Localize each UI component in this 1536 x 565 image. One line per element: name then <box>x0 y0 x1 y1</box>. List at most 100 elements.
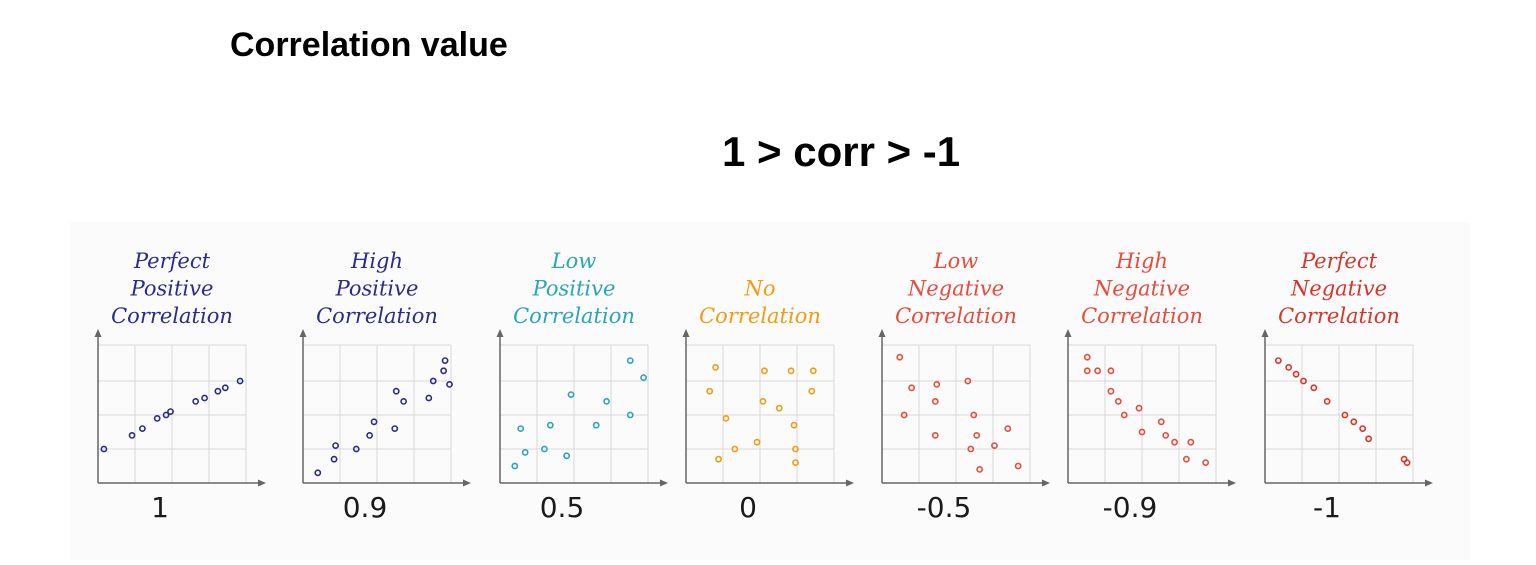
data-point <box>392 387 400 395</box>
correlation-value-label: 0 <box>739 491 757 524</box>
data-point <box>809 367 817 375</box>
chart-title-line: Negative <box>1093 277 1190 301</box>
data-point <box>908 384 915 392</box>
data-point <box>1274 357 1282 364</box>
y-axis-arrow <box>1261 329 1269 337</box>
data-point <box>964 377 972 385</box>
chart-title-line: Positive <box>130 277 214 301</box>
data-point <box>429 377 437 385</box>
y-axis-arrow <box>1064 329 1072 337</box>
x-axis-arrow <box>1425 479 1433 487</box>
data-point <box>792 459 799 466</box>
data-point <box>603 397 610 405</box>
data-point <box>332 442 339 449</box>
x-axis-arrow <box>660 479 668 487</box>
data-point <box>991 442 998 449</box>
data-point <box>1300 377 1307 385</box>
data-point <box>640 374 647 381</box>
scatter-chart-7: Perfect Negative Correlation -1 <box>1261 249 1433 524</box>
data-point <box>706 387 714 395</box>
chart-title-line: Positive <box>335 277 419 301</box>
data-point <box>128 431 136 439</box>
y-axis-arrow <box>94 329 102 337</box>
data-point <box>1162 431 1170 439</box>
data-point <box>521 448 529 456</box>
data-point <box>753 438 761 446</box>
data-point <box>1323 397 1331 405</box>
data-point <box>1014 462 1022 470</box>
data-point <box>1359 425 1367 432</box>
data-point <box>1171 438 1178 446</box>
correlation-value-label: -1 <box>1313 491 1341 524</box>
data-point <box>400 397 408 405</box>
data-point <box>540 445 548 453</box>
data-point <box>931 431 939 439</box>
y-axis-arrow <box>682 329 690 337</box>
data-point <box>1285 363 1293 371</box>
data-point <box>592 421 600 429</box>
data-point <box>1157 418 1165 426</box>
scatter-chart-6: High Negative Correlation -0.9 <box>1064 249 1236 524</box>
chart-title-line: Low <box>551 249 597 273</box>
data-point <box>517 425 525 432</box>
data-point <box>1114 397 1122 405</box>
data-point <box>1341 411 1349 419</box>
data-point <box>1350 418 1358 426</box>
data-point <box>1310 384 1318 392</box>
data-point <box>896 353 904 361</box>
data-point <box>330 455 338 463</box>
data-point <box>201 394 208 402</box>
data-point <box>712 363 719 371</box>
chart-title-line: Correlation <box>1278 304 1400 328</box>
data-point <box>100 445 108 453</box>
data-point <box>1094 367 1101 375</box>
data-point <box>1183 455 1190 463</box>
correlation-value-label: 0.5 <box>540 491 585 524</box>
chart-title-line: Correlation <box>111 304 233 328</box>
chart-title-line: High <box>350 249 403 273</box>
data-point <box>1120 411 1128 419</box>
correlation-range-formula: 1 > corr > -1 <box>722 128 961 175</box>
data-point <box>366 431 373 439</box>
data-point <box>425 394 433 402</box>
correlation-value-label: -0.5 <box>917 491 972 524</box>
chart-title-line: Positive <box>532 277 616 301</box>
data-point <box>563 452 570 460</box>
data-point <box>967 445 975 453</box>
data-point <box>441 357 449 364</box>
chart-title-line: Perfect <box>1300 249 1378 273</box>
correlation-figure: Perfect Positive Correlation 1 High Positive C… <box>70 222 1470 560</box>
data-point <box>1135 404 1143 412</box>
data-point <box>567 391 575 398</box>
chart-title-line: High <box>1115 249 1168 273</box>
chart-title-line: Correlation <box>316 304 438 328</box>
data-point <box>546 421 554 429</box>
data-point <box>722 414 730 422</box>
data-point <box>314 469 322 477</box>
y-axis-arrow <box>299 329 307 337</box>
data-point <box>775 404 783 412</box>
data-point <box>759 397 767 405</box>
scatter-chart-5: Low Negative Correlation -0.5 <box>878 249 1050 524</box>
data-point <box>1083 353 1091 361</box>
data-point <box>900 411 908 419</box>
data-point <box>1403 459 1411 466</box>
y-axis-arrow <box>878 329 886 337</box>
data-point <box>1107 367 1115 375</box>
data-point <box>790 421 798 429</box>
scatter-chart-2: High Positive Correlation 0.9 <box>299 249 471 524</box>
data-point <box>214 387 222 395</box>
chart-title-line: Negative <box>907 277 1004 301</box>
data-point <box>153 414 161 422</box>
data-point <box>162 411 170 419</box>
chart-title-line: Correlation <box>895 304 1017 328</box>
x-axis-arrow <box>258 479 266 487</box>
data-point <box>1365 435 1372 443</box>
chart-title-line: Negative <box>1290 277 1387 301</box>
correlation-charts-svg: Perfect Positive Correlation 1 High Positive C… <box>94 249 1433 524</box>
chart-title-line: Low <box>933 249 979 273</box>
correlation-value-label: 0.9 <box>343 491 388 524</box>
data-point <box>391 425 399 432</box>
data-point <box>1138 428 1146 436</box>
data-point <box>933 380 941 388</box>
